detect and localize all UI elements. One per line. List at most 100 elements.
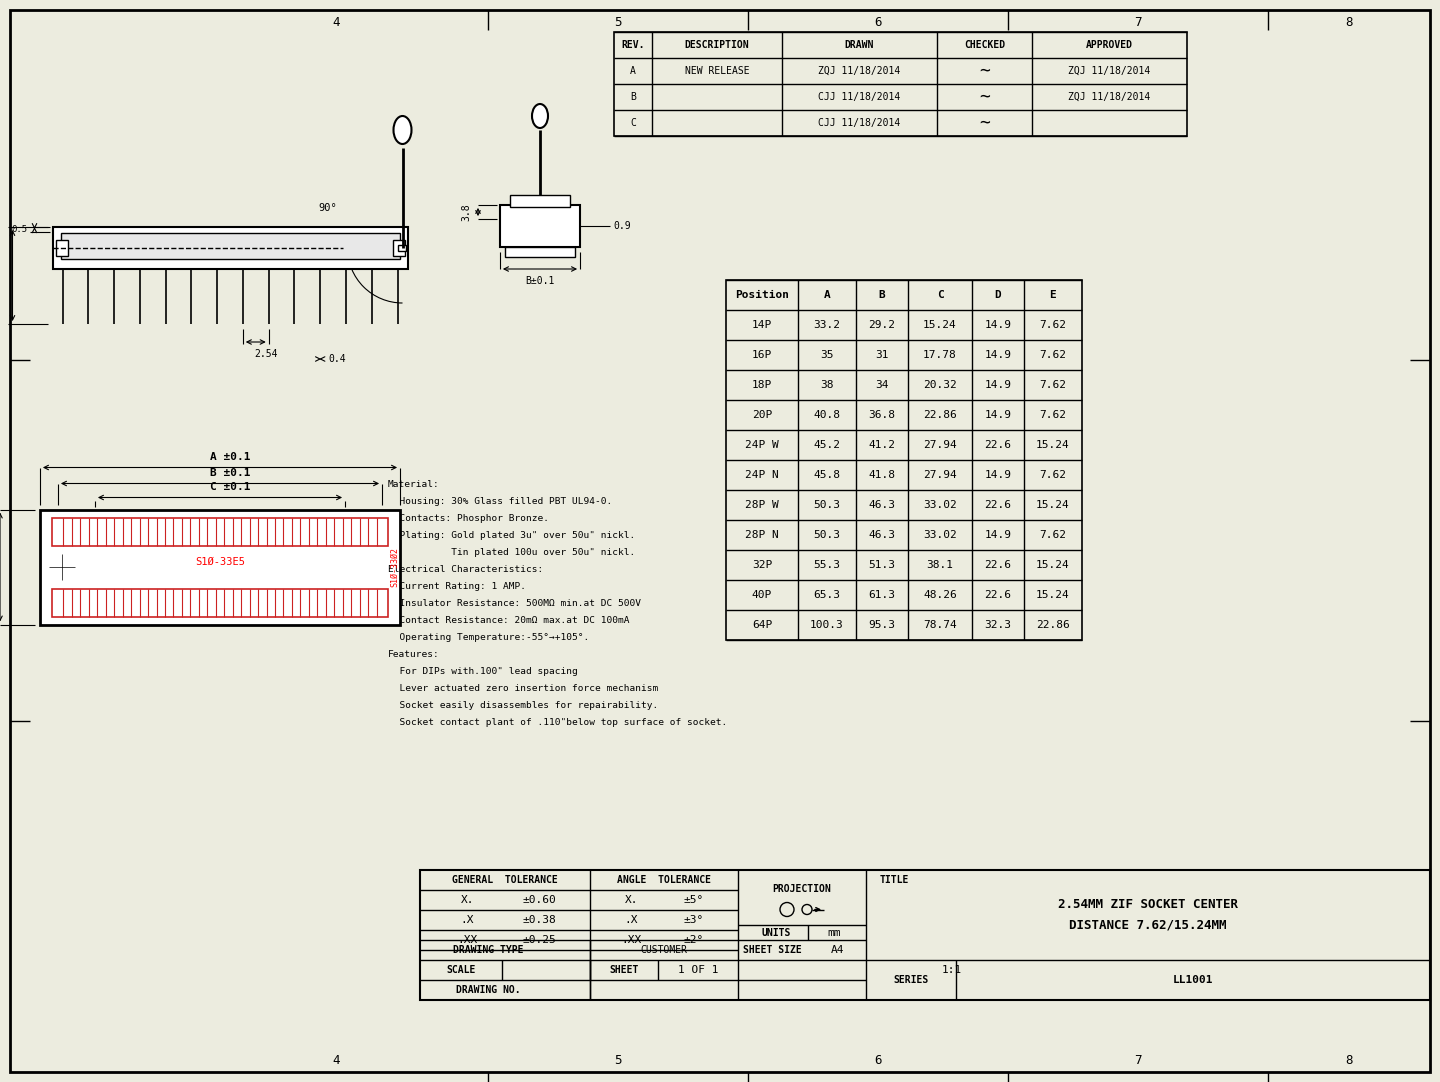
Text: Operating Temperature:-55°→+105°.: Operating Temperature:-55°→+105°. <box>387 633 589 642</box>
Text: 7.62: 7.62 <box>1040 530 1067 540</box>
Text: 4: 4 <box>333 1054 340 1067</box>
Bar <box>510 195 570 207</box>
Text: 46.3: 46.3 <box>868 530 896 540</box>
Text: DRAWING NO.: DRAWING NO. <box>455 985 520 995</box>
Text: 14.9: 14.9 <box>985 380 1011 390</box>
Text: 95.3: 95.3 <box>868 620 896 630</box>
Text: PROJECTION: PROJECTION <box>773 884 831 895</box>
Text: 27.94: 27.94 <box>923 470 956 480</box>
Text: 28P N: 28P N <box>744 530 779 540</box>
Text: Contact Resistance: 20mΩ max.at DC 100mA: Contact Resistance: 20mΩ max.at DC 100mA <box>387 616 629 625</box>
Text: ZQJ 11/18/2014: ZQJ 11/18/2014 <box>1068 92 1151 102</box>
Text: 61.3: 61.3 <box>868 590 896 601</box>
Text: 22.86: 22.86 <box>1037 620 1070 630</box>
Text: Lever actuated zero insertion force mechanism: Lever actuated zero insertion force mech… <box>387 684 658 692</box>
Text: ZQJ 11/18/2014: ZQJ 11/18/2014 <box>1068 66 1151 76</box>
Text: GENERAL  TOLERANCE: GENERAL TOLERANCE <box>452 875 557 885</box>
Text: 32.3: 32.3 <box>985 620 1011 630</box>
Text: SHEET SIZE: SHEET SIZE <box>743 945 802 955</box>
Text: 0.4: 0.4 <box>328 354 346 364</box>
Text: 8: 8 <box>1345 1054 1352 1067</box>
Text: Features:: Features: <box>387 650 439 659</box>
Text: DISTANCE 7.62/15.24MM: DISTANCE 7.62/15.24MM <box>1070 919 1227 932</box>
Bar <box>52 589 387 617</box>
Ellipse shape <box>308 239 337 258</box>
Bar <box>726 280 1081 639</box>
Text: Current Rating: 1 AMP.: Current Rating: 1 AMP. <box>387 582 526 591</box>
Bar <box>393 240 405 256</box>
Text: LL1001: LL1001 <box>1172 975 1214 985</box>
Text: SHEET: SHEET <box>609 965 639 975</box>
Text: CJJ 11/18/2014: CJJ 11/18/2014 <box>818 118 900 128</box>
Text: ±0.38: ±0.38 <box>523 915 556 925</box>
Text: 41.8: 41.8 <box>868 470 896 480</box>
Text: 7.62: 7.62 <box>1040 349 1067 360</box>
Text: 7.62: 7.62 <box>1040 470 1067 480</box>
Text: 18P: 18P <box>752 380 772 390</box>
Text: 45.2: 45.2 <box>814 440 841 450</box>
Text: 55.3: 55.3 <box>814 560 841 570</box>
Text: .X: .X <box>625 915 638 925</box>
Text: 22.6: 22.6 <box>985 440 1011 450</box>
Text: 2.54MM ZIF SOCKET CENTER: 2.54MM ZIF SOCKET CENTER <box>1058 898 1238 911</box>
Ellipse shape <box>393 116 412 144</box>
Text: D: D <box>995 290 1001 300</box>
Text: 22.6: 22.6 <box>985 500 1011 510</box>
Text: 33.02: 33.02 <box>923 530 956 540</box>
Text: 15.24: 15.24 <box>1037 560 1070 570</box>
Text: 14.9: 14.9 <box>985 320 1011 330</box>
Bar <box>60 233 399 259</box>
Text: Socket contact plant of .110"below top surface of socket.: Socket contact plant of .110"below top s… <box>387 718 727 727</box>
Text: For DIPs with.100" lead spacing: For DIPs with.100" lead spacing <box>387 667 577 676</box>
Text: 64P: 64P <box>752 620 772 630</box>
Text: 20P: 20P <box>752 410 772 420</box>
Text: 22.86: 22.86 <box>923 410 956 420</box>
Text: X.: X. <box>625 895 638 905</box>
Text: S1Ø-33E5: S1Ø-33E5 <box>194 557 245 567</box>
Text: 0.5: 0.5 <box>12 225 27 234</box>
Text: Housing: 30% Glass filled PBT UL94-0.: Housing: 30% Glass filled PBT UL94-0. <box>387 497 612 506</box>
Text: S1Ø-33Ø2: S1Ø-33Ø2 <box>390 547 399 588</box>
Text: 1:1: 1:1 <box>942 965 962 975</box>
Text: ∼: ∼ <box>979 62 989 80</box>
Text: A ±0.1: A ±0.1 <box>210 452 251 462</box>
Text: 6: 6 <box>874 15 881 28</box>
Text: C: C <box>936 290 943 300</box>
Text: A: A <box>631 66 636 76</box>
Text: 7: 7 <box>1135 15 1142 28</box>
Text: 14.9: 14.9 <box>985 410 1011 420</box>
Text: CHECKED: CHECKED <box>963 40 1005 50</box>
Text: TITLE: TITLE <box>880 875 909 885</box>
Text: 15.24: 15.24 <box>1037 590 1070 601</box>
Text: 65.3: 65.3 <box>814 590 841 601</box>
Text: 15.24: 15.24 <box>1037 500 1070 510</box>
Bar <box>52 227 408 269</box>
Text: C ±0.1: C ±0.1 <box>210 483 251 492</box>
Text: ±5°: ±5° <box>684 895 704 905</box>
Text: 90°: 90° <box>318 203 337 213</box>
Text: 50.3: 50.3 <box>814 500 841 510</box>
Text: APPROVED: APPROVED <box>1086 40 1133 50</box>
Text: Material:: Material: <box>387 480 439 489</box>
Text: 16P: 16P <box>752 349 772 360</box>
Text: 1 OF 1: 1 OF 1 <box>678 965 719 975</box>
Text: 34: 34 <box>876 380 888 390</box>
Text: 7.62: 7.62 <box>1040 380 1067 390</box>
Bar <box>613 32 1187 136</box>
Text: 100.3: 100.3 <box>811 620 844 630</box>
Text: 14P: 14P <box>752 320 772 330</box>
Text: UNITS: UNITS <box>762 927 791 937</box>
Text: 5: 5 <box>615 1054 622 1067</box>
Text: 33.02: 33.02 <box>923 500 956 510</box>
Text: B±0.1: B±0.1 <box>526 276 554 286</box>
Text: E: E <box>1050 290 1057 300</box>
Text: 50.3: 50.3 <box>814 530 841 540</box>
Text: 40P: 40P <box>752 590 772 601</box>
Text: 38.1: 38.1 <box>926 560 953 570</box>
Text: B: B <box>878 290 886 300</box>
Text: B ±0.1: B ±0.1 <box>210 469 251 478</box>
Text: ∼: ∼ <box>979 88 989 106</box>
Text: 4: 4 <box>333 15 340 28</box>
Text: A: A <box>824 290 831 300</box>
Text: 5: 5 <box>615 15 622 28</box>
